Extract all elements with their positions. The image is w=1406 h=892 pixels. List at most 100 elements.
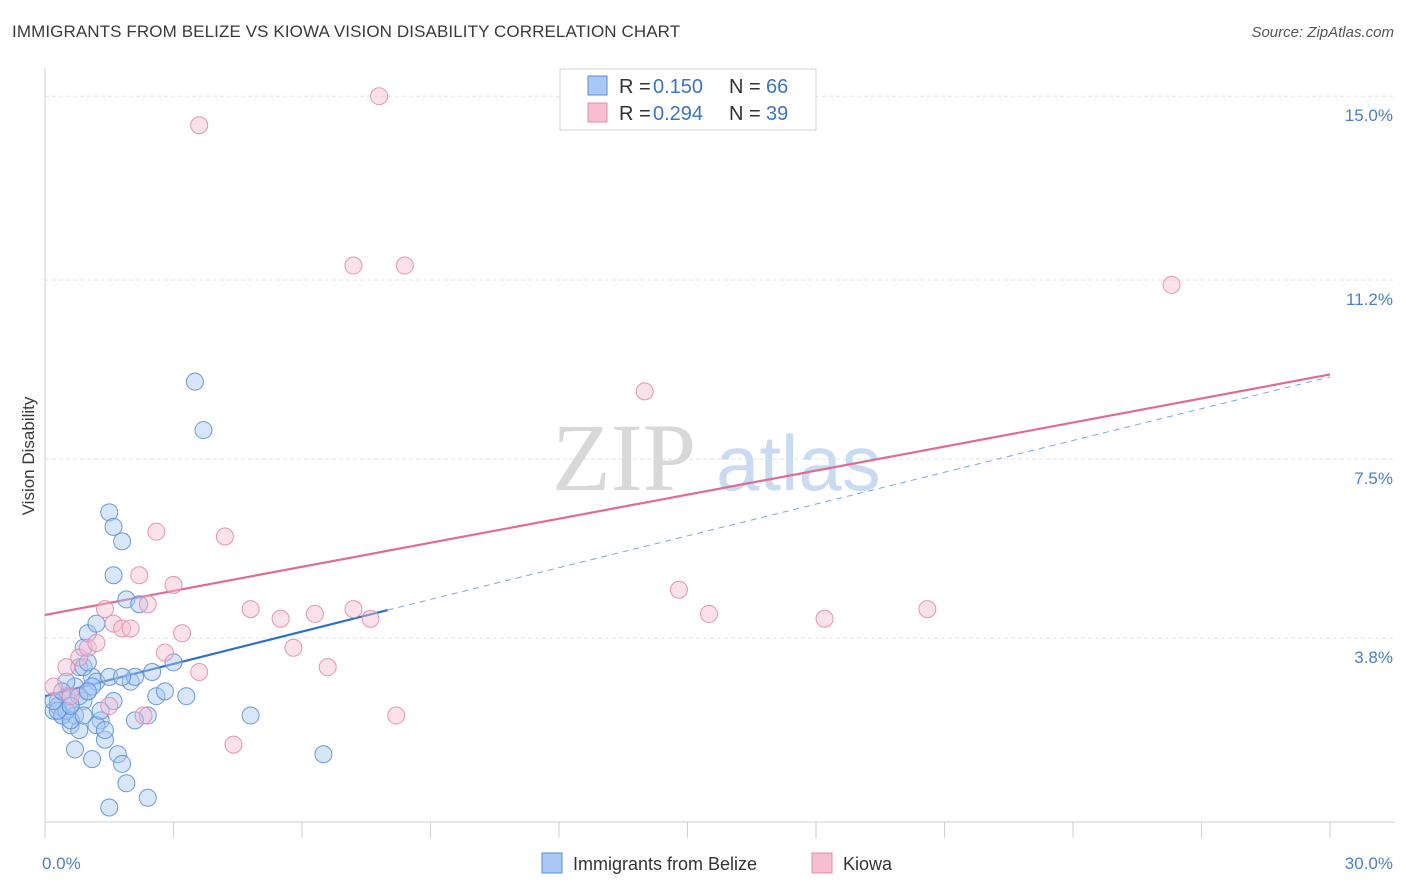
legend-n-label: N = xyxy=(729,103,761,125)
kiowa-point xyxy=(138,595,157,614)
belize-point xyxy=(78,682,97,701)
belize-point xyxy=(113,667,132,686)
kiowa-point xyxy=(318,658,337,677)
kiowa-point xyxy=(173,624,192,643)
belize-point xyxy=(314,745,333,764)
watermark: ZIP atlas xyxy=(552,404,881,511)
x-tick-label: 30.0% xyxy=(1345,854,1393,873)
y-tick-label: 7.5% xyxy=(1354,469,1393,488)
kiowa-point xyxy=(104,614,123,633)
belize-point xyxy=(138,788,157,807)
kiowa-point xyxy=(121,619,140,638)
trend-line-kiowa xyxy=(44,373,1331,616)
kiowa-point xyxy=(95,600,114,619)
y-axis-label: Vision Disability xyxy=(19,396,38,515)
belize-point xyxy=(185,372,204,391)
kiowa-point xyxy=(271,609,290,628)
x-tick-label: 0.0% xyxy=(42,854,81,873)
kiowa-point xyxy=(635,382,654,401)
belize-point xyxy=(104,517,123,536)
belize-point xyxy=(91,701,110,720)
legend-r-value: 0.294 xyxy=(653,103,703,125)
tick-labels: 3.8% 7.5% 11.2% 15.0% 0.0% 30.0% xyxy=(42,106,1393,873)
kiowa-point xyxy=(190,116,209,135)
bottom-legend-belize: Immigrants from Belize xyxy=(573,854,757,874)
kiowa-point xyxy=(241,600,260,619)
belize-point xyxy=(65,740,84,759)
data-points xyxy=(44,87,1181,817)
trend-line-belize-dashed xyxy=(387,376,1331,611)
kiowa-point xyxy=(1162,275,1181,294)
legend: R = 0.150 N = 66 R = 0.294 N = 39 xyxy=(559,68,817,131)
belize-point xyxy=(83,750,102,769)
belize-point xyxy=(125,667,144,686)
legend-r-label: R = xyxy=(619,103,651,125)
belize-point xyxy=(177,687,196,706)
belize-point xyxy=(194,421,213,440)
belize-point xyxy=(117,774,136,793)
legend-n-value: 39 xyxy=(766,103,788,125)
legend-r-value: 0.150 xyxy=(653,76,703,98)
kiowa-point xyxy=(130,566,149,585)
belize-point xyxy=(143,663,162,681)
belize-point xyxy=(100,503,119,522)
belize-point xyxy=(53,682,72,701)
belize-point xyxy=(100,667,119,686)
bottom-legend-swatch-kiowa xyxy=(811,852,833,874)
kiowa-point xyxy=(87,633,106,652)
belize-point xyxy=(70,658,89,677)
watermark-zip: ZIP xyxy=(552,404,696,511)
belize-point xyxy=(95,730,114,749)
belize-point xyxy=(74,706,93,725)
legend-swatch-belize xyxy=(587,75,608,96)
belize-point xyxy=(108,745,127,764)
belize-point xyxy=(147,687,166,706)
belize-point xyxy=(100,798,119,817)
y-tick-label: 15.0% xyxy=(1345,106,1393,125)
belize-point xyxy=(125,711,144,730)
source-label: Source: ZipAtlas.com xyxy=(1251,24,1394,41)
belize-point xyxy=(78,653,97,672)
legend-swatch-kiowa xyxy=(587,102,608,123)
chart-title: IMMIGRANTS FROM BELIZE VS KIOWA VISION D… xyxy=(12,22,681,41)
kiowa-point xyxy=(918,600,937,619)
axes xyxy=(44,68,1395,838)
bottom-legend-kiowa: Kiowa xyxy=(843,854,893,874)
legend-r-label: R = xyxy=(619,76,651,98)
kiowa-point xyxy=(815,609,834,628)
kiowa-point xyxy=(370,87,389,106)
belize-point xyxy=(113,754,132,773)
belize-point xyxy=(95,721,114,740)
kiowa-point xyxy=(284,638,303,657)
kiowa-point xyxy=(61,687,80,706)
kiowa-point xyxy=(344,600,363,619)
kiowa-point xyxy=(155,643,174,662)
kiowa-point xyxy=(361,609,380,628)
kiowa-point xyxy=(78,638,97,657)
legend-n-value: 66 xyxy=(766,76,788,98)
belize-point xyxy=(61,696,80,715)
kiowa-point xyxy=(224,735,243,754)
kiowa-point xyxy=(190,663,209,681)
belize-point xyxy=(241,706,260,725)
kiowa-point xyxy=(147,522,166,541)
kiowa-point xyxy=(699,604,718,623)
bottom-legend-swatch-belize xyxy=(541,852,563,874)
grid-lines xyxy=(45,95,1395,639)
kiowa-point xyxy=(44,677,63,696)
belize-point xyxy=(113,532,132,551)
kiowa-point xyxy=(344,256,363,275)
kiowa-point xyxy=(215,527,234,546)
belize-point xyxy=(87,716,106,735)
belize-point xyxy=(155,682,174,701)
y-tick-label: 3.8% xyxy=(1354,648,1393,667)
y-tick-label: 11.2% xyxy=(1346,290,1393,309)
kiowa-point xyxy=(134,706,153,725)
kiowa-point xyxy=(669,580,688,599)
kiowa-point xyxy=(164,575,183,594)
kiowa-point xyxy=(305,604,324,623)
legend-n-label: N = xyxy=(729,76,761,98)
kiowa-point xyxy=(395,256,414,275)
kiowa-point xyxy=(100,696,119,715)
